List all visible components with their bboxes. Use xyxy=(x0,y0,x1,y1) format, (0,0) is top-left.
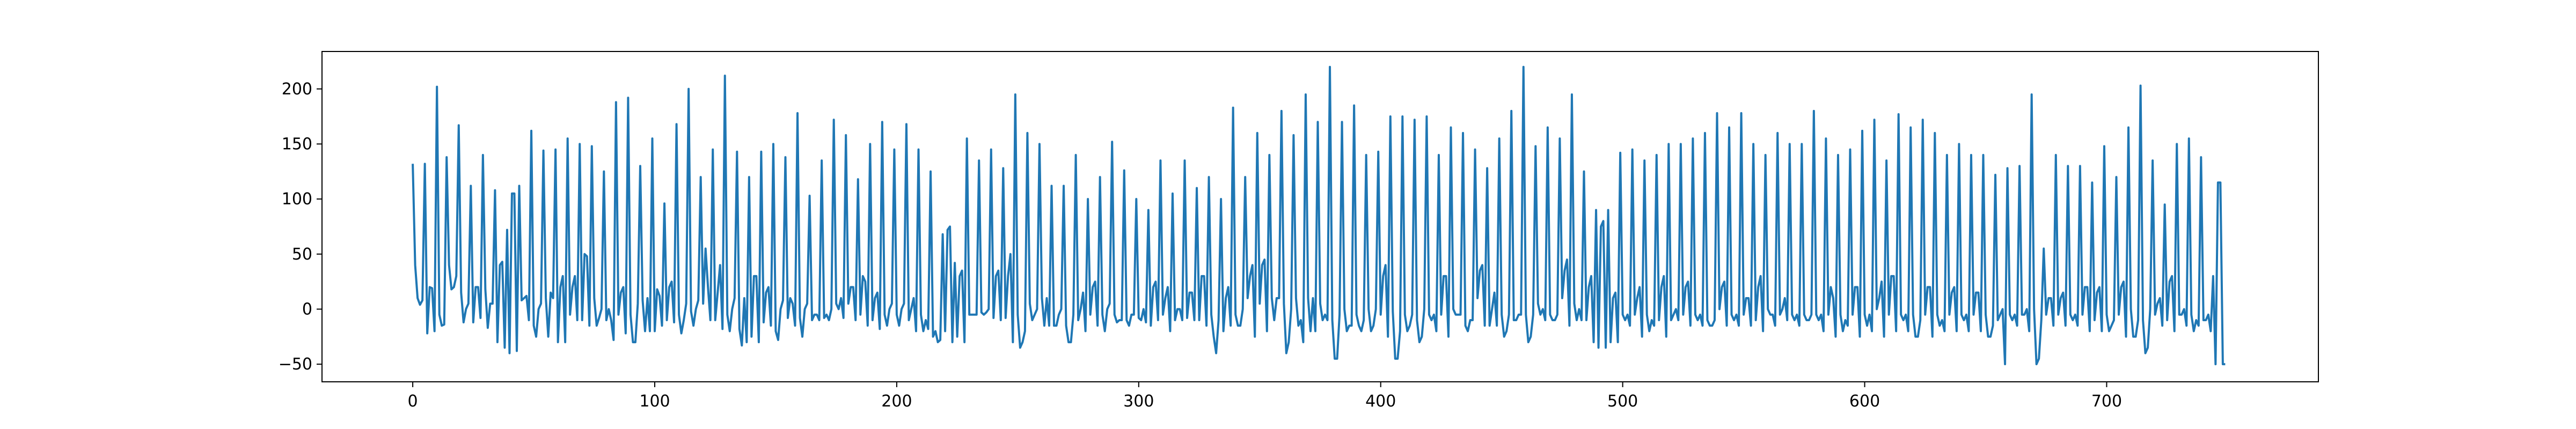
x-tick-label: 400 xyxy=(1365,392,1396,411)
x-tick-label: 100 xyxy=(639,392,670,411)
y-tick-label: 0 xyxy=(302,300,312,319)
axes-frame xyxy=(321,51,2319,382)
x-tick-label: 500 xyxy=(1607,392,1638,411)
x-tick-label: 700 xyxy=(2091,392,2122,411)
y-tick-label: 150 xyxy=(282,135,312,153)
x-tick-label: 0 xyxy=(408,392,418,411)
y-tick-label: 50 xyxy=(292,245,312,264)
y-tick-label: 100 xyxy=(282,190,312,209)
plot-content xyxy=(412,65,2226,366)
x-tick-label: 200 xyxy=(881,392,912,411)
y-tick-label: −50 xyxy=(279,355,312,374)
ticks-layer: 0 100 200 300 400 500 600 700 −50 0 50 100 150 200 xyxy=(279,80,2122,411)
x-tick-label: 600 xyxy=(1849,392,1880,411)
series-line-0 xyxy=(412,65,2226,366)
x-tick-label: 300 xyxy=(1123,392,1154,411)
y-tick-label: 200 xyxy=(282,80,312,99)
